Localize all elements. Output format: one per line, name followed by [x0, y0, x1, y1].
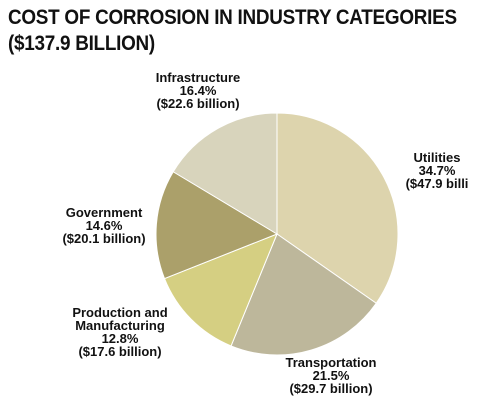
slice-label-line: ($20.1 billion) [62, 231, 145, 246]
slice-label-line: Transportation [285, 355, 376, 370]
pie-slice-production-and-manufacturing [163, 233, 278, 347]
pie-slice-transportation [230, 233, 377, 356]
slice-label-line: Utilities [414, 150, 461, 165]
chart-title-line-2: ($137.9 BILLION) [8, 32, 155, 55]
slice-label-line: Infrastructure [156, 70, 241, 85]
slice-label-line: ($29.7 billion) [289, 381, 372, 396]
pie-slice-government [155, 171, 279, 280]
slice-label-line: Production and [72, 305, 167, 320]
chart-title: COST OF CORROSION IN INDUSTRY CATEGORIES… [8, 5, 457, 57]
slice-label-line: 12.8% [102, 331, 139, 346]
pie-slice-utilities [276, 112, 399, 304]
pie-slices [155, 112, 399, 356]
pie-slice-infrastructure [172, 112, 278, 235]
slice-label-line: Manufacturing [75, 318, 165, 333]
slice-label-line: ($22.6 billion) [156, 96, 239, 111]
slice-label-line: 21.5% [313, 368, 350, 383]
slice-label-line: 14.6% [86, 218, 123, 233]
slice-label-line: ($47.9 billi [406, 176, 469, 191]
slice-label-line: Government [66, 205, 143, 220]
slice-label-line: 34.7% [419, 163, 456, 178]
slice-label-line: ($17.6 billion) [78, 344, 161, 359]
chart-title-line-1: COST OF CORROSION IN INDUSTRY CATEGORIES [8, 6, 457, 29]
slice-label-line: 16.4% [180, 83, 217, 98]
